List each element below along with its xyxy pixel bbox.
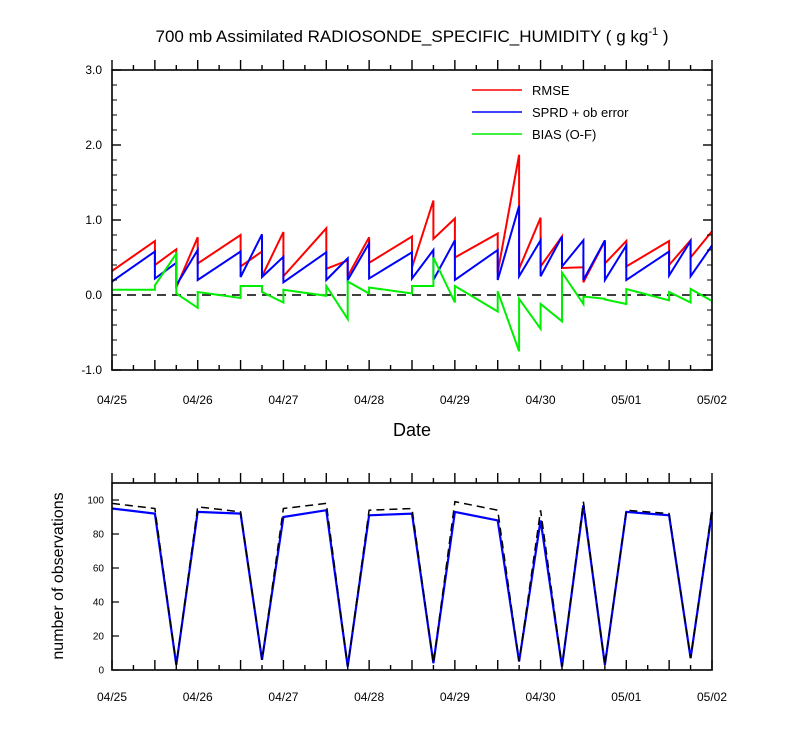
legend-label-sprd: SPRD + ob error (532, 105, 629, 120)
bottom-xtick-label: 05/01 (611, 690, 641, 704)
top-panel: 700 mb Assimilated RADIOSONDE_SPECIFIC_H… (81, 26, 727, 440)
top-ytick-label: 3.0 (85, 63, 102, 77)
bottom-ytick-label: 80 (93, 530, 105, 541)
bias-series-line (112, 250, 713, 352)
obs-used-line (111, 504, 714, 667)
legend-label-rmse: RMSE (532, 83, 570, 98)
top-xtick-label: 04/25 (97, 393, 127, 407)
top-xtick-label: 04/28 (354, 393, 384, 407)
bottom-ytick-label: 60 (93, 564, 105, 575)
top-series-group (111, 154, 713, 352)
top-xtick-label: 05/02 (697, 393, 727, 407)
bottom-xtick-label: 05/02 (697, 690, 727, 704)
top-xtick-label: 04/29 (440, 393, 470, 407)
bottom-xtick-label: 04/26 (183, 690, 213, 704)
top-ytick-label: 1.0 (85, 213, 102, 227)
bottom-xtick-label: 04/28 (354, 690, 384, 704)
top-title: 700 mb Assimilated RADIOSONDE_SPECIFIC_H… (156, 26, 669, 46)
top-ytick-label: 0.0 (85, 288, 102, 302)
top-ytick-label: 2.0 (85, 138, 102, 152)
obs-possible-line (111, 500, 713, 667)
top-xtick-label: 04/26 (183, 393, 213, 407)
top-axis-ticks: -1.0 0.0 1.0 2.0 3.0 04/25 04/26 04/27 04/28 04/2… (81, 60, 727, 407)
bottom-panel: 0 20 40 60 80 100 04/25 04/26 04/27 04/28 04/29 04/… (50, 473, 727, 704)
top-ytick-label: -1.0 (81, 363, 102, 377)
bottom-xtick-label: 04/25 (97, 690, 127, 704)
bottom-xtick-label: 04/30 (526, 690, 556, 704)
bottom-xtick-label: 04/29 (440, 690, 470, 704)
bottom-ytick-label: 40 (93, 598, 105, 609)
bottom-axis-ticks: 0 20 40 60 80 100 04/25 04/26 04/27 04/28 04/29 04/… (87, 473, 727, 704)
top-xtick-label: 04/30 (526, 393, 556, 407)
legend-label-bias: BIAS (O-F) (532, 127, 596, 142)
bottom-ytick-label: 100 (87, 496, 104, 507)
bottom-series-group (111, 500, 714, 667)
bottom-ytick-label: 20 (93, 632, 105, 643)
bottom-xtick-label: 04/27 (268, 690, 298, 704)
top-xaxis-label: Date (393, 420, 431, 440)
top-xtick-label: 05/01 (611, 393, 641, 407)
legend: RMSE SPRD + ob error BIAS (O-F) (472, 83, 629, 142)
top-xtick-label: 04/27 (268, 393, 298, 407)
bottom-yaxis-label: number of observations (50, 492, 67, 659)
bottom-ytick-label: 0 (98, 666, 104, 677)
